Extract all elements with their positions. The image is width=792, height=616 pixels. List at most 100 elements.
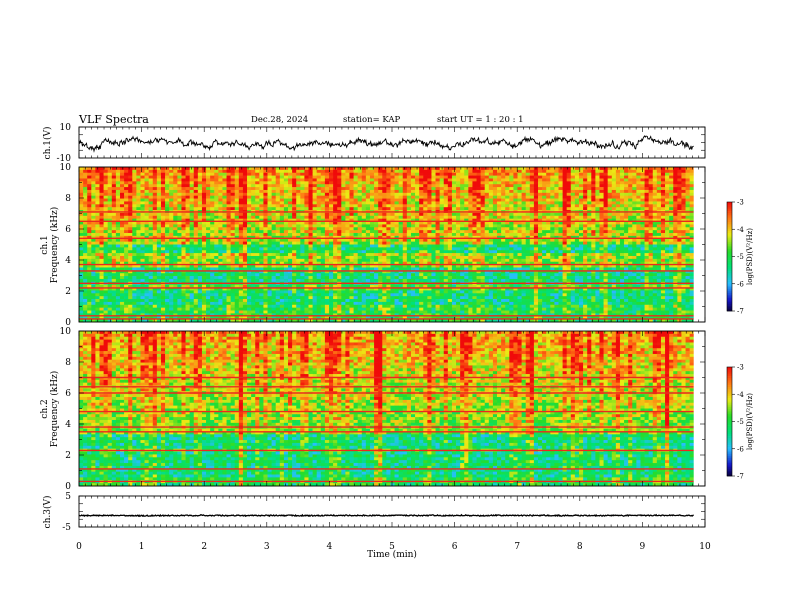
- spectrogram-cell: [218, 244, 223, 248]
- spectrogram-cell: [247, 178, 252, 182]
- spectrogram-cell: [386, 189, 391, 194]
- spectrogram-cell: [275, 169, 281, 174]
- spectrogram-cell: [173, 224, 178, 228]
- spectrogram-cell: [685, 212, 690, 217]
- spectrogram-cell: [546, 207, 551, 211]
- spectrogram-cell: [410, 201, 416, 205]
- spectrogram-cell: [255, 192, 260, 197]
- spectrogram-cell: [386, 238, 391, 242]
- spectrogram-cell: [283, 221, 289, 225]
- spectrogram-cell: [148, 261, 154, 265]
- spectrogram-cell: [669, 195, 674, 199]
- spectrogram-cell: [357, 250, 363, 254]
- spectrogram-cell: [259, 227, 264, 231]
- spectrogram-cell: [255, 167, 260, 171]
- spectrogram-cell: [230, 218, 236, 222]
- spectrogram-cell: [468, 238, 473, 242]
- spectrogram-cell: [165, 253, 170, 257]
- spectrogram-cell: [193, 198, 199, 202]
- spectrogram-cell: [271, 178, 277, 182]
- spectrogram-cell: [632, 230, 637, 234]
- spectrogram-cell: [247, 247, 252, 251]
- spectrogram-cell: [95, 218, 100, 222]
- spectrogram-cell: [275, 201, 281, 205]
- spectrogram-cell: [296, 184, 301, 188]
- spectrogram-cell: [349, 227, 354, 231]
- spectrogram-cell: [189, 184, 195, 188]
- spectrogram-cell: [365, 212, 371, 217]
- spectrogram-cell: [476, 192, 481, 197]
- spectrogram-cell: [218, 195, 223, 199]
- spectrogram-cell: [324, 221, 330, 225]
- spectrogram-cell: [312, 224, 318, 228]
- spectrogram-cell: [628, 241, 633, 245]
- spectrogram-cell: [615, 212, 621, 217]
- spectrogram-cell: [484, 244, 490, 248]
- spectrogram-cell: [214, 218, 219, 222]
- spectrogram-cell: [242, 241, 248, 245]
- spectrogram-cell: [538, 224, 543, 228]
- spectrogram-cell: [95, 250, 100, 254]
- spectrogram-cell: [394, 187, 400, 191]
- spectrogram-cell: [624, 224, 629, 228]
- spectrogram-cell: [521, 235, 527, 240]
- spectrogram-cell: [333, 207, 338, 211]
- spectrogram-cell: [451, 184, 457, 188]
- spectrogram-cell: [115, 201, 121, 205]
- spectrogram-cell: [296, 258, 301, 263]
- spectrogram-cell: [242, 172, 248, 176]
- spectrogram-cell: [386, 178, 391, 182]
- spectrogram-cell: [242, 195, 248, 199]
- spectrogram-cell: [423, 253, 428, 257]
- spectrogram-cell: [615, 167, 621, 171]
- spectrogram-cell: [566, 201, 572, 205]
- spectrogram-cell: [185, 233, 190, 237]
- spectrogram-cell: [480, 175, 486, 179]
- spectrogram-cell: [115, 212, 121, 217]
- spectrogram-cell: [357, 169, 363, 174]
- spectrogram-cell: [288, 204, 293, 208]
- spectrogram-cell: [279, 207, 285, 211]
- spectrogram-cell: [628, 175, 633, 179]
- spectrogram-cell: [181, 169, 186, 174]
- spectrogram-cell: [628, 181, 633, 185]
- spectrogram-cell: [660, 221, 666, 225]
- spectrogram-cell: [439, 172, 445, 176]
- spectrogram-cell: [312, 238, 318, 242]
- spectrogram-cell: [595, 241, 600, 245]
- spectrogram-cell: [402, 207, 408, 211]
- spectrogram-cell: [640, 172, 645, 176]
- spectrogram-cell: [656, 175, 662, 179]
- spectrogram-cell: [550, 204, 555, 208]
- spectrogram-cell: [423, 244, 428, 248]
- spectrogram-cell: [439, 218, 445, 222]
- spectrogram-cell: [255, 204, 260, 208]
- spectrogram-cell: [218, 212, 223, 217]
- spectrogram-cell: [242, 189, 248, 194]
- spectrogram-cell: [447, 187, 453, 191]
- spectrogram-cell: [206, 178, 211, 182]
- spectrogram-cell: [279, 227, 285, 231]
- spectrogram-cell: [324, 258, 330, 263]
- spectrogram-cell: [144, 244, 150, 248]
- spectrogram-cell: [673, 187, 678, 191]
- spectrogram-cell: [226, 224, 231, 228]
- spectrogram-cell: [406, 181, 412, 185]
- spectrogram-cell: [501, 204, 506, 208]
- spectrogram-cell: [484, 255, 490, 260]
- spectrogram-cell: [640, 258, 645, 263]
- spectrogram-cell: [382, 169, 387, 174]
- spectrogram-cell: [103, 201, 109, 205]
- spectrogram-cell: [382, 244, 387, 248]
- spectrogram-cell: [361, 195, 367, 199]
- spectrogram-cell: [431, 244, 436, 248]
- spectrogram-cell: [488, 192, 494, 197]
- spectrogram-cell: [562, 169, 568, 174]
- spectrogram-cell: [533, 227, 539, 231]
- spectrogram-cell: [193, 221, 199, 225]
- spectrogram-cell: [689, 198, 695, 202]
- spectrogram-cell: [550, 235, 555, 240]
- spectrogram-cell: [128, 255, 133, 260]
- spectrogram-cell: [550, 230, 555, 234]
- spectrogram-cell: [533, 175, 539, 179]
